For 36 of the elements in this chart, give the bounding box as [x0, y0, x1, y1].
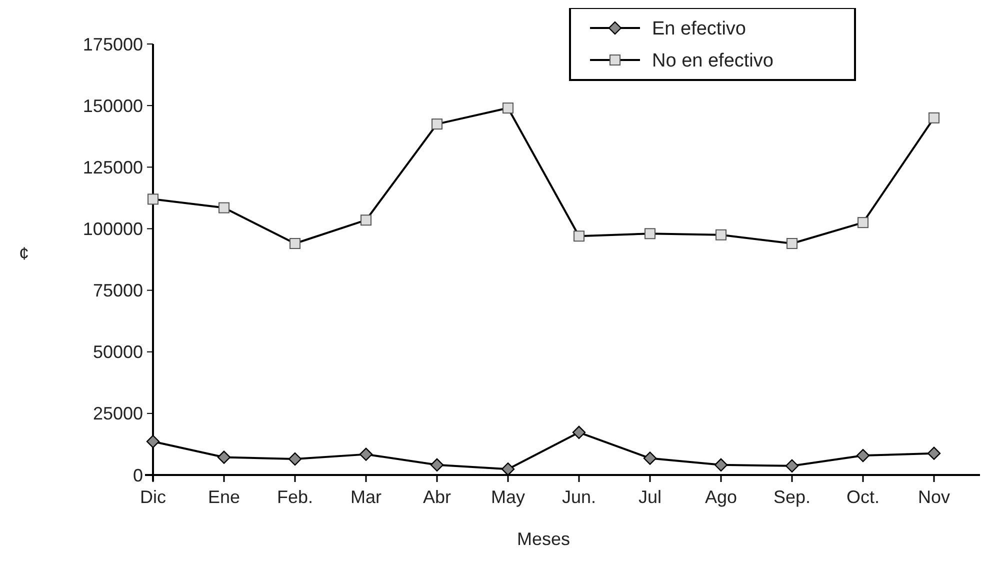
y-tick-label: 75000 [92, 280, 143, 301]
x-tick-label: May [490, 487, 526, 507]
x-tick-label: Abr [422, 487, 452, 507]
y-tick-label: 0 [132, 465, 143, 486]
x-tick-label: Mar [350, 487, 382, 507]
y-tick-label: 50000 [92, 342, 143, 362]
point [288, 452, 302, 466]
y-tick-label: 150000 [82, 96, 143, 116]
y-tick-label: 175000 [82, 34, 143, 54]
x-tick-label: Dic [140, 487, 166, 507]
x-tick-label: Feb. [276, 487, 314, 507]
x-tick-label: Oct. [846, 487, 880, 507]
point [430, 458, 444, 472]
point [359, 448, 373, 461]
point [217, 450, 231, 464]
x-axis-title: Meses [516, 529, 570, 549]
y-tick-label: 25000 [92, 404, 143, 424]
point [714, 458, 728, 472]
x-tick-label: Sep. [773, 487, 811, 507]
x-tick-label: Ene [208, 487, 240, 507]
point [146, 434, 160, 448]
point [643, 452, 657, 465]
point [572, 426, 586, 439]
legend-label: No en efectivo [652, 50, 774, 72]
x-tick-label: Jun. [562, 487, 596, 507]
y-tick-label: 100000 [82, 219, 143, 240]
point [927, 446, 941, 460]
point [856, 448, 870, 462]
point [785, 459, 799, 472]
legend-label: En efectivo [652, 18, 746, 40]
y-axis-title: ¢ [18, 244, 30, 264]
x-tick-label: Nov [918, 487, 950, 507]
point [501, 462, 515, 476]
x-tick-label: Ago [704, 487, 738, 507]
y-tick-label: 125000 [82, 157, 143, 178]
x-tick-label: Jul [638, 487, 662, 507]
